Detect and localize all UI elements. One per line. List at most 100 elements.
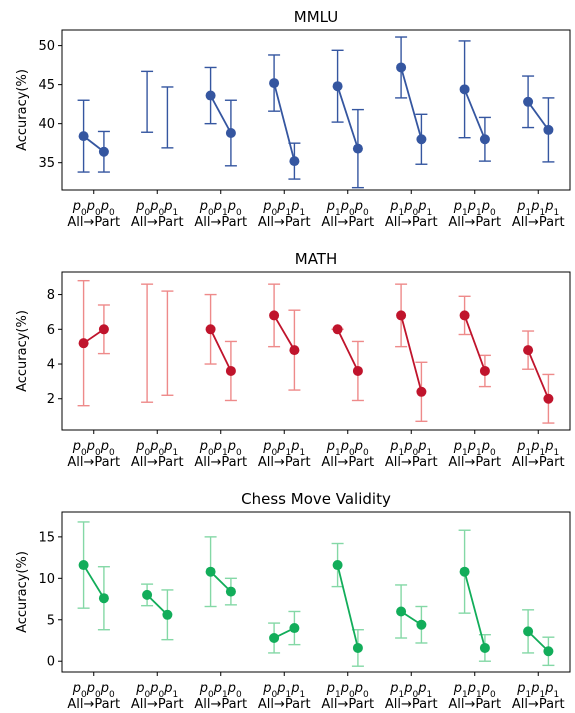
x-tick-sublabel: All→Part <box>194 697 247 712</box>
x-tick-sublabel: All→Part <box>512 215 565 230</box>
x-tick-sublabel: All→Part <box>67 455 120 470</box>
x-tick-sublabel: All→Part <box>194 455 247 470</box>
x-tick-sublabel: All→Part <box>385 455 438 470</box>
x-tick-sublabel: All→Part <box>512 455 565 470</box>
x-tick-code: p0p1p0 <box>199 681 242 700</box>
data-point-part <box>416 134 427 145</box>
chart-2: Chess Move Validity Accuracy(%) 0 5 10 15 p0p0… <box>15 490 571 712</box>
y-tick-label: 40 <box>38 117 55 132</box>
x-tick-code: p0p0p0 <box>72 199 115 218</box>
x-tick-code: p0p1p1 <box>262 681 305 700</box>
data-point-part <box>98 146 109 157</box>
x-tick-sublabel: All→Part <box>321 215 374 230</box>
data-point-all <box>78 338 89 349</box>
chart-0: MMLUAccuracy(%)35404550p0p0p0All→Partp0p… <box>15 8 571 230</box>
chart-title: MATH <box>295 250 337 268</box>
data-point-part <box>543 646 554 657</box>
axes-frame <box>61 511 571 673</box>
chart-title: Chess Move Validity <box>241 490 391 508</box>
data-point-all <box>205 324 216 335</box>
x-tick-sublabel: All→Part <box>448 697 501 712</box>
y-axis-label: Accuracy(%) <box>15 310 30 392</box>
data-point-all <box>523 626 534 637</box>
data-point-all <box>332 81 343 92</box>
data-point-part <box>479 134 490 145</box>
x-tick-sublabel: All→Part <box>385 215 438 230</box>
y-tick-label: 5 <box>47 613 55 628</box>
data-point-part <box>225 586 236 597</box>
series-line <box>400 67 423 140</box>
data-point-all <box>459 566 470 577</box>
x-tick-code: p1p0p1 <box>389 439 432 458</box>
data-point-part <box>289 623 300 634</box>
y-tick-label: 50 <box>38 39 55 54</box>
x-tick-code: p1p1p1 <box>516 681 559 700</box>
series-line <box>82 564 105 599</box>
data-point-part <box>289 156 300 167</box>
x-tick-code: p0p0p1 <box>135 439 178 458</box>
axes-frame <box>61 271 571 431</box>
x-tick-sublabel: All→Part <box>258 697 311 712</box>
x-tick-sublabel: All→Part <box>448 455 501 470</box>
x-tick-sublabel: All→Part <box>512 697 565 712</box>
x-tick-code: p0p0p0 <box>72 681 115 700</box>
y-tick-label: 2 <box>47 392 55 407</box>
series-line <box>336 85 359 149</box>
data-point-all <box>523 96 534 107</box>
chart-1: MATHAccuracy(%)2468p0p0p0All→Partp0p0p1A… <box>15 250 571 470</box>
x-tick-code: p0p0p1 <box>135 681 178 700</box>
data-point-all <box>332 324 343 335</box>
x-tick-code: p1p1p0 <box>453 681 496 700</box>
data-point-part <box>289 345 300 356</box>
data-point-part <box>352 642 363 653</box>
axes-frame <box>61 29 571 191</box>
data-point-all <box>269 310 280 321</box>
y-tick-label: 6 <box>47 323 55 338</box>
series-line <box>336 328 359 372</box>
y-tick-label: 8 <box>47 288 55 303</box>
x-tick-code: p0p1p0 <box>199 199 242 218</box>
x-tick-sublabel: All→Part <box>258 455 311 470</box>
x-tick-code: p0p0p0 <box>72 439 115 458</box>
series-line <box>463 571 486 649</box>
y-axis-label: Accuracy(%) <box>15 551 30 633</box>
data-point-all <box>205 566 216 577</box>
series-line <box>336 564 359 649</box>
x-tick-sublabel: All→Part <box>131 455 184 470</box>
x-tick-code: p0p0p1 <box>135 199 178 218</box>
data-point-all <box>142 589 153 600</box>
series-line <box>527 349 550 400</box>
data-point-part <box>162 609 173 620</box>
data-point-all <box>523 345 534 356</box>
series-line <box>527 101 550 131</box>
data-point-all <box>78 560 89 571</box>
data-point-part <box>225 128 236 139</box>
data-point-part <box>352 143 363 154</box>
y-tick-label: 15 <box>38 530 55 545</box>
data-point-all <box>332 560 343 571</box>
x-tick-code: p0p1p0 <box>199 439 242 458</box>
x-tick-code: p1p0p0 <box>326 681 369 700</box>
chart-title: MMLU <box>294 8 338 26</box>
x-tick-sublabel: All→Part <box>131 697 184 712</box>
data-point-all <box>396 62 407 73</box>
series-line <box>209 95 232 134</box>
data-point-part <box>479 642 490 653</box>
x-tick-code: p1p1p0 <box>453 439 496 458</box>
data-point-part <box>98 593 109 604</box>
y-axis-label: Accuracy(%) <box>15 69 30 151</box>
data-point-part <box>479 365 490 376</box>
data-point-all <box>396 310 407 321</box>
x-tick-sublabel: All→Part <box>321 455 374 470</box>
x-tick-code: p1p1p0 <box>453 199 496 218</box>
x-tick-code: p1p1p1 <box>516 199 559 218</box>
data-point-part <box>543 124 554 135</box>
x-tick-code: p1p0p1 <box>389 199 432 218</box>
series-line <box>463 88 486 140</box>
data-point-part <box>352 365 363 376</box>
y-tick-label: 45 <box>38 78 55 93</box>
x-tick-sublabel: All→Part <box>194 215 247 230</box>
data-point-part <box>416 386 427 397</box>
x-tick-code: p1p1p1 <box>516 439 559 458</box>
